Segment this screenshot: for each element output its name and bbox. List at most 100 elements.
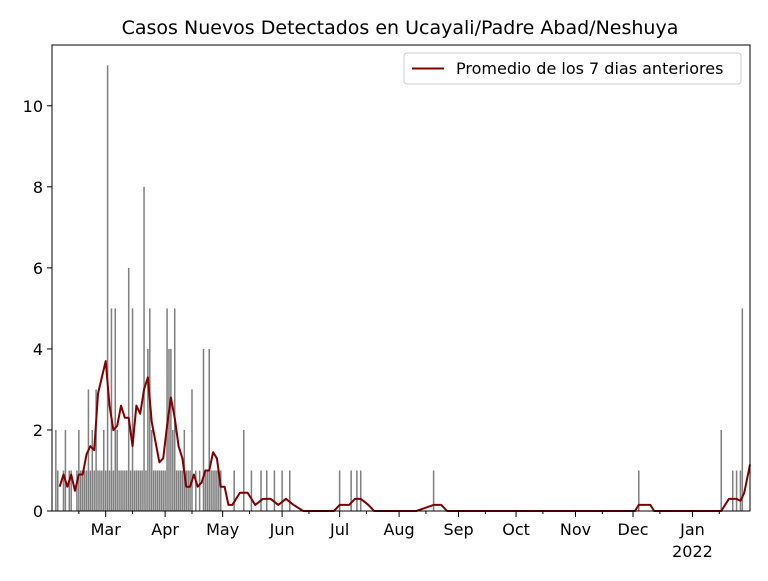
y-tick-label: 10	[23, 97, 43, 116]
bar	[131, 308, 134, 511]
bar	[124, 470, 126, 511]
x-tick-sublabel: 2022	[672, 542, 713, 561]
bar	[191, 389, 193, 511]
bar	[185, 470, 187, 511]
bar	[68, 470, 71, 511]
bar	[260, 470, 262, 511]
x-tick-label: May	[206, 520, 239, 539]
bar	[78, 429, 80, 511]
bar	[160, 470, 163, 511]
y-axis: 0 2 4 6 8 10	[23, 97, 52, 521]
bar	[162, 470, 164, 511]
bar	[55, 429, 57, 511]
x-tick-label: Dec	[618, 520, 649, 539]
x-tick-label: Mar	[91, 520, 122, 539]
bar	[173, 308, 176, 511]
bar	[204, 470, 207, 511]
bar	[133, 470, 136, 511]
x-tick-label: Nov	[560, 520, 591, 539]
bar	[56, 470, 59, 511]
bar	[166, 308, 168, 511]
bar	[150, 429, 153, 511]
bar	[189, 470, 191, 511]
bar	[158, 470, 161, 511]
bar	[219, 470, 222, 511]
bar	[273, 470, 276, 511]
bar	[359, 470, 362, 511]
x-tick-label: Jul	[329, 520, 349, 539]
bar	[122, 470, 124, 511]
bar	[164, 470, 166, 511]
bar	[198, 470, 201, 511]
bar	[93, 470, 95, 511]
bar	[120, 470, 122, 511]
bar	[206, 470, 209, 511]
bar	[720, 429, 722, 511]
bar	[139, 470, 141, 511]
bar	[179, 470, 182, 511]
bar	[152, 470, 155, 511]
bar	[338, 470, 341, 511]
bar	[64, 429, 67, 511]
bar	[638, 470, 640, 511]
bar	[91, 429, 94, 511]
y-tick-label: 8	[33, 178, 43, 197]
bar	[147, 348, 149, 511]
bar	[106, 65, 109, 511]
bar	[195, 470, 197, 511]
bar	[76, 470, 78, 511]
bar	[289, 470, 291, 511]
bar	[208, 348, 210, 511]
bar	[129, 470, 132, 511]
bar	[104, 470, 107, 511]
legend: Promedio de los 7 dias anteriores	[403, 52, 742, 85]
bar	[101, 470, 103, 511]
x-tick-label: Aug	[383, 520, 414, 539]
bar	[735, 470, 738, 511]
bar	[250, 470, 253, 511]
bar	[218, 470, 220, 511]
chart-title: Casos Nuevos Detectados en Ucayali/Padre…	[122, 17, 679, 39]
bar	[156, 470, 159, 511]
bar	[110, 308, 113, 511]
legend-box	[403, 52, 742, 85]
plot-frame	[51, 44, 751, 512]
bar	[143, 186, 145, 511]
bar	[126, 470, 128, 511]
x-tick-label: Oct	[502, 520, 530, 539]
bar	[83, 470, 86, 511]
bar	[97, 470, 99, 511]
bar	[62, 470, 65, 511]
y-tick-label: 0	[33, 502, 43, 521]
bar	[168, 348, 170, 511]
bar	[210, 470, 212, 511]
bar	[112, 470, 115, 511]
legend-label: Promedio de los 7 dias anteriores	[456, 59, 723, 78]
bar	[114, 308, 117, 511]
bar	[432, 470, 435, 511]
bar	[741, 308, 744, 511]
bar	[95, 389, 97, 511]
bar	[108, 470, 111, 511]
bar	[281, 470, 283, 511]
bar	[103, 429, 105, 511]
y-tick-label: 2	[33, 421, 43, 440]
x-tick-label: Jun	[269, 520, 295, 539]
bar	[233, 470, 235, 511]
bar	[81, 470, 84, 511]
bar	[85, 470, 88, 511]
bar	[116, 429, 118, 511]
bar	[177, 470, 180, 511]
bar	[187, 470, 189, 511]
bar	[202, 348, 205, 511]
bar	[212, 470, 214, 511]
bar	[242, 429, 245, 511]
bar	[154, 470, 157, 511]
x-tick-label: Apr	[151, 520, 179, 539]
bar	[214, 470, 216, 511]
bar	[356, 470, 358, 511]
bar	[172, 429, 174, 511]
bar	[731, 470, 734, 511]
bar	[181, 470, 184, 511]
